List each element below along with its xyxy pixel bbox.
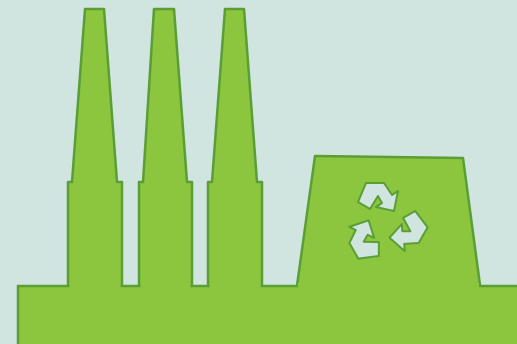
recycle-icon <box>348 182 429 260</box>
recycling-building <box>293 154 484 302</box>
factory-silhouette <box>16 7 517 344</box>
factory-base <box>16 284 517 344</box>
